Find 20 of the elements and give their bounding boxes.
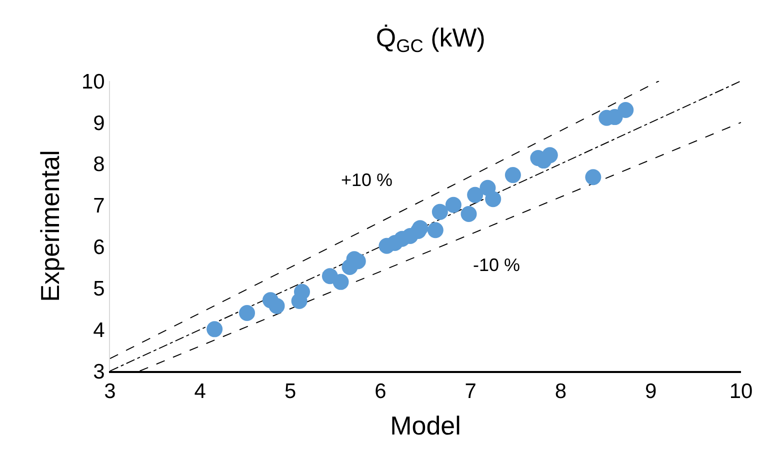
y-tick-label: 9 <box>93 112 105 135</box>
x-tick-label: 9 <box>645 380 657 404</box>
x-tick-label: 7 <box>464 380 476 404</box>
y-tick-label: 6 <box>93 236 105 260</box>
annotation: +10 % <box>341 170 393 190</box>
x-tick-label: 6 <box>374 380 386 404</box>
chart-title: Q̇$_{GC}$ (kW) <box>376 22 486 56</box>
y-tick-label: 10 <box>81 70 105 94</box>
x-axis-title: Model <box>390 410 461 440</box>
annotation: -10 % <box>473 255 520 275</box>
y-tick-label: 4 <box>93 318 106 342</box>
x-tick-label: 8 <box>554 380 567 404</box>
x-tick-label: 10 <box>729 380 753 404</box>
y-tick-label: 7 <box>93 194 105 218</box>
y-tick-label: 8 <box>93 153 105 176</box>
y-tick-label: 3 <box>93 360 105 384</box>
y-tick-label: 5 <box>93 277 105 300</box>
y-axis-title: Experimental <box>34 150 65 302</box>
x-tick-label: 5 <box>284 380 296 404</box>
x-tick-label: 4 <box>194 380 206 404</box>
